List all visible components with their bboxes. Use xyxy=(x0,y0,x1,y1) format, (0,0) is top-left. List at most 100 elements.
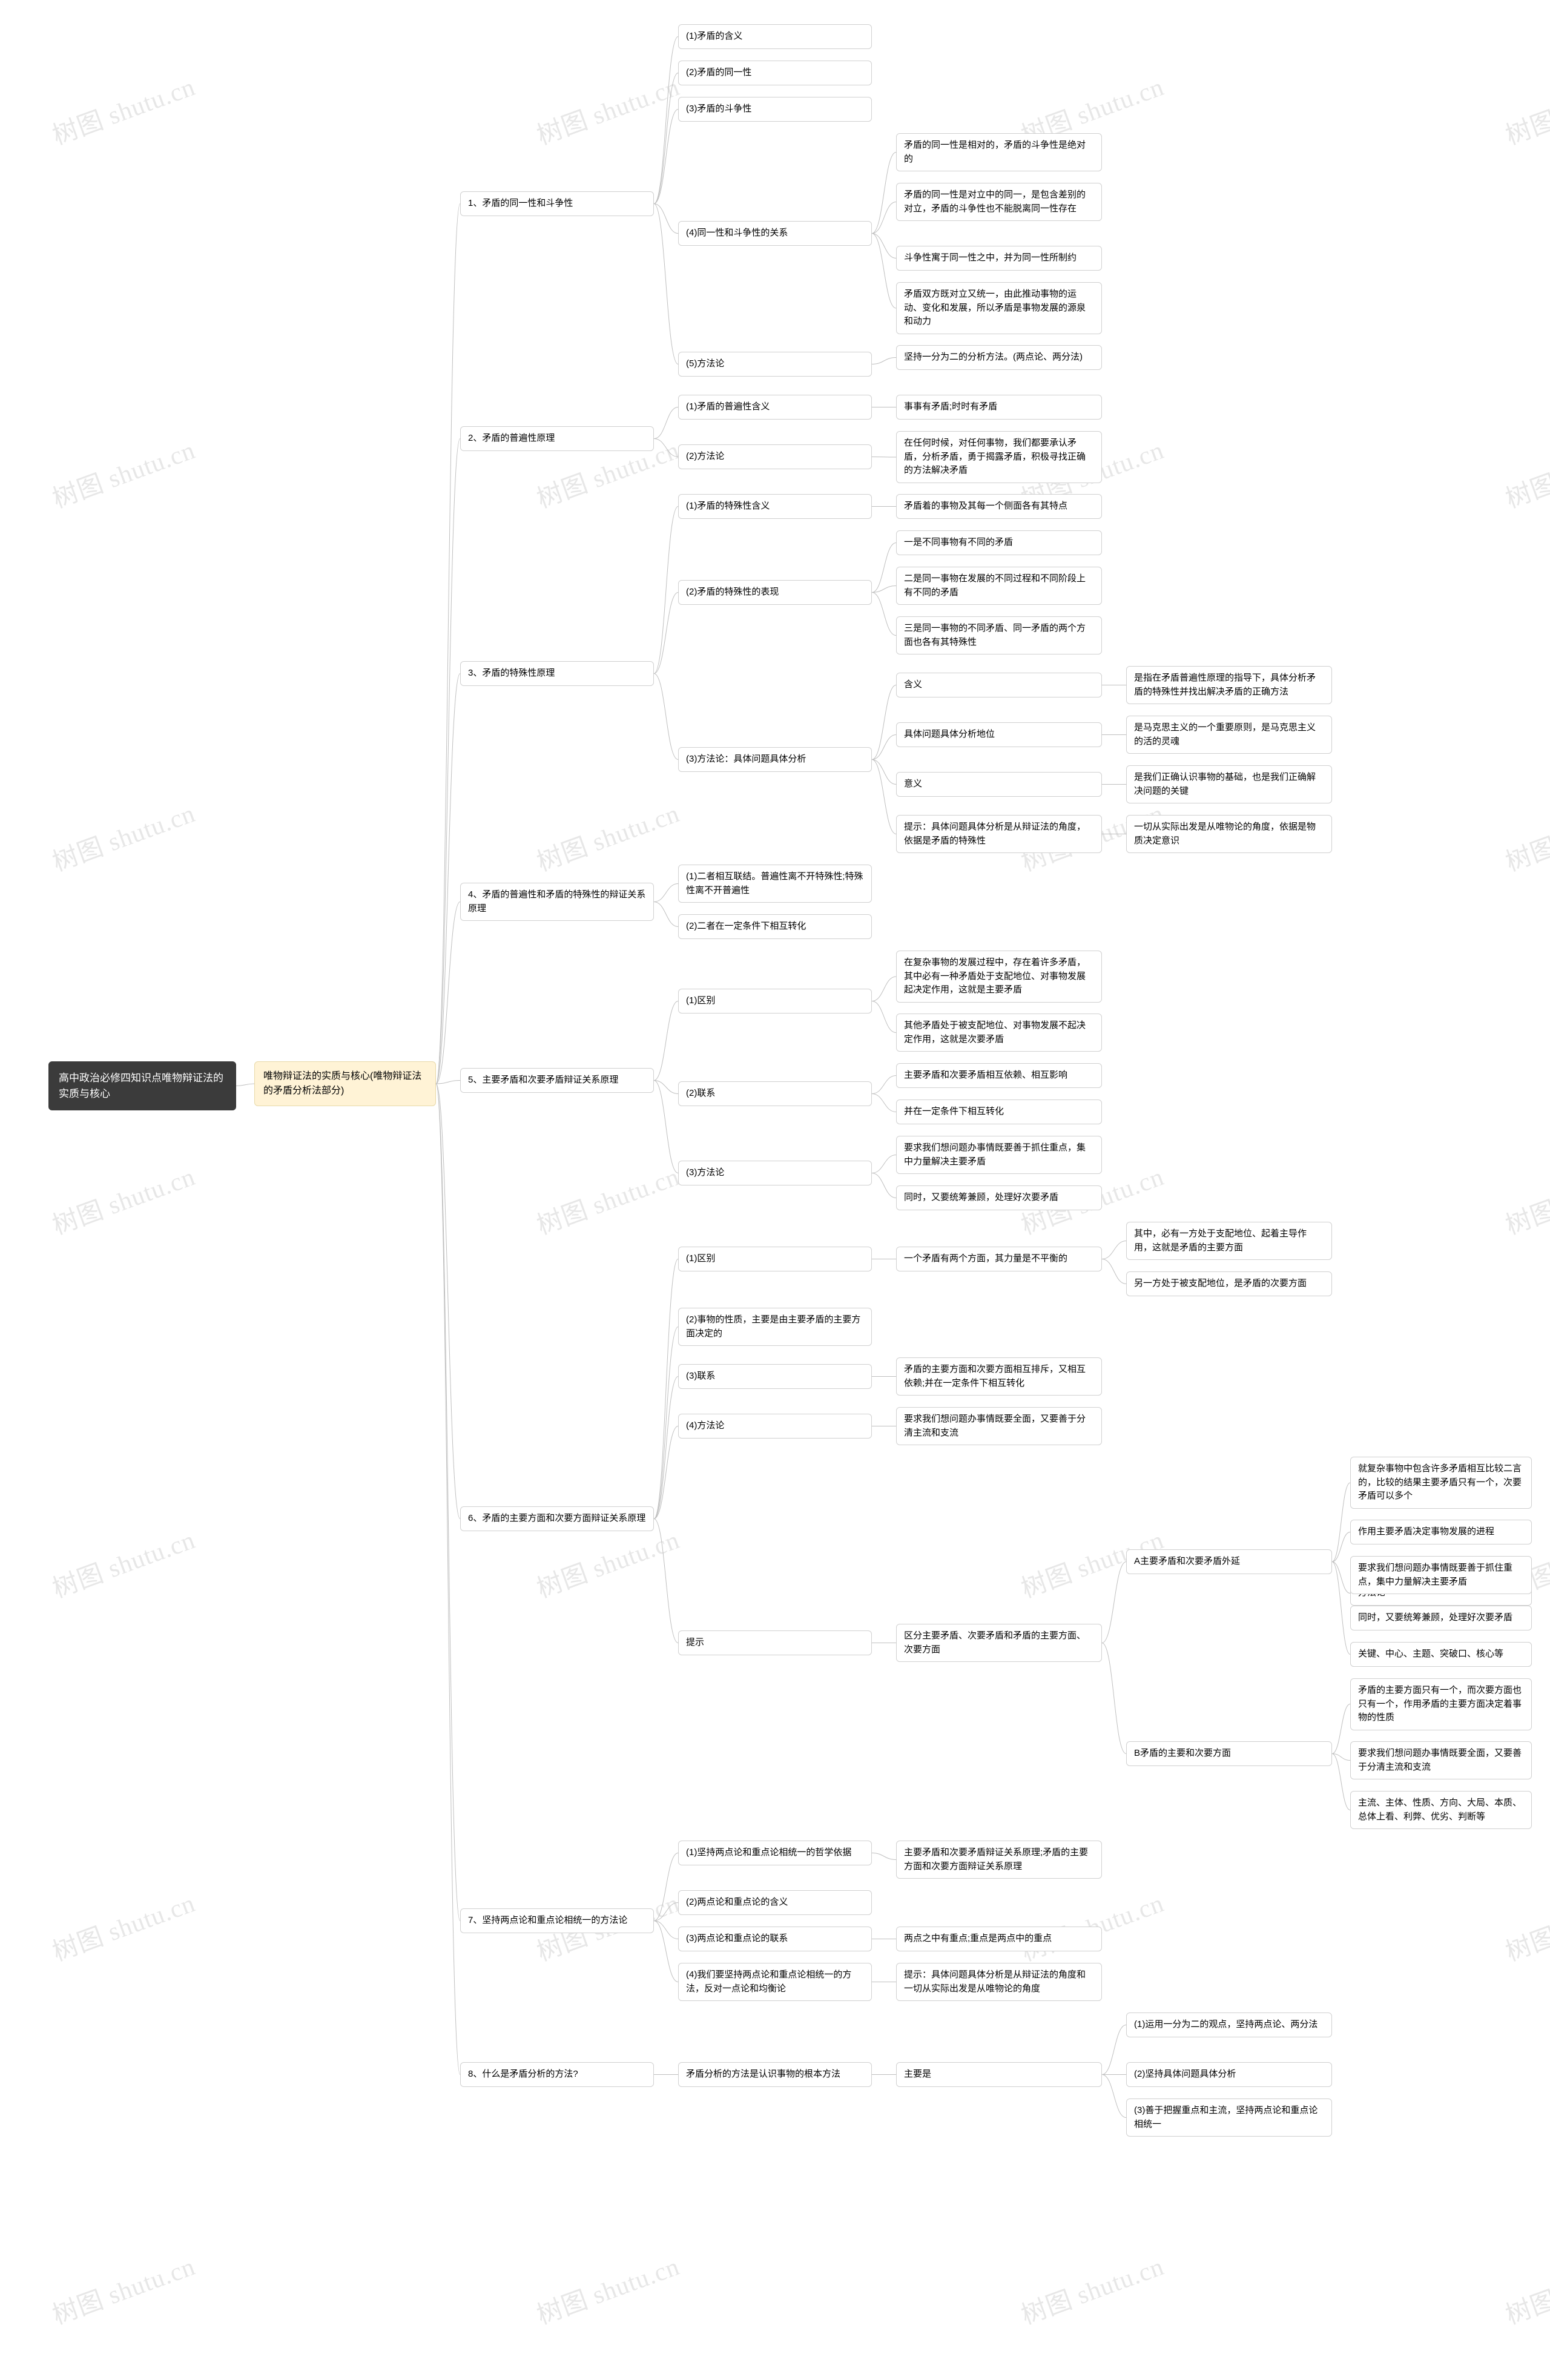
leaf-node: (4)同一性和斗争性的关系 xyxy=(678,221,872,246)
leaf-node: 矛盾着的事物及其每一个侧面各有其特点 xyxy=(896,494,1102,519)
leaf-node: 坚持一分为二的分析方法。(两点论、两分法) xyxy=(896,345,1102,370)
watermark: 树图 shutu.cn xyxy=(47,2246,200,2332)
leaf-node: 主要是 xyxy=(896,2062,1102,2087)
watermark: 树图 shutu.cn xyxy=(1500,2246,1550,2332)
watermark: 树图 shutu.cn xyxy=(1015,1883,1169,1969)
leaf-node: 关键、中心、主题、突破口、核心等 xyxy=(1350,1642,1532,1667)
leaf-node: (5)方法论 xyxy=(678,352,872,377)
sub-node: 唯物辩证法的实质与核心(唯物辩证法的矛盾分析法部分) xyxy=(254,1061,436,1106)
watermark: 树图 shutu.cn xyxy=(47,1156,200,1242)
leaf-node: (2)二者在一定条件下相互转化 xyxy=(678,914,872,939)
leaf-node: 事事有矛盾;时时有矛盾 xyxy=(896,395,1102,420)
leaf-node: (1)矛盾的含义 xyxy=(678,24,872,49)
leaf-node: 要求我们想问题办事情既要善于抓住重点，集中力量解决主要矛盾 xyxy=(896,1136,1102,1174)
leaf-node: 主流、主体、性质、方向、大局、本质、总体上看、利弊、优劣、判断等 xyxy=(1350,1791,1532,1829)
leaf-node: (3)善于把握重点和主流，坚持两点论和重点论相统一 xyxy=(1126,2098,1332,2137)
watermark: 树图 shutu.cn xyxy=(1500,1883,1550,1969)
leaf-node: 2、矛盾的普遍性原理 xyxy=(460,426,654,451)
leaf-node: (1)二者相互联结。普遍性离不开特殊性;特殊性离不开普遍性 xyxy=(678,865,872,903)
leaf-node: (4)方法论 xyxy=(678,1414,872,1439)
leaf-node: (1)区别 xyxy=(678,1247,872,1271)
leaf-node: 就复杂事物中包含许多矛盾相互比较二言的，比较的结果主要矛盾只有一个，次要矛盾可以… xyxy=(1350,1457,1532,1509)
leaf-node: (2)矛盾的同一性 xyxy=(678,61,872,85)
leaf-node: 一个矛盾有两个方面，其力量是不平衡的 xyxy=(896,1247,1102,1271)
leaf-node: 两点之中有重点;重点是两点中的重点 xyxy=(896,1927,1102,1951)
leaf-node: 矛盾的同一性是对立中的同一，是包含差别的对立，矛盾的斗争性也不能脱离同一性存在 xyxy=(896,183,1102,221)
leaf-node: (2)坚持具体问题具体分析 xyxy=(1126,2062,1332,2087)
leaf-node: 提示：具体问题具体分析是从辩证法的角度和一切从实际出发是从唯物论的角度 xyxy=(896,1963,1102,2001)
leaf-node: (2)方法论 xyxy=(678,444,872,469)
leaf-node: (2)联系 xyxy=(678,1081,872,1106)
root-node: 高中政治必修四知识点唯物辩证法的实质与核心 xyxy=(48,1061,236,1110)
leaf-node: 是指在矛盾普遍性原理的指导下，具体分析矛盾的特殊性并找出解决矛盾的正确方法 xyxy=(1126,666,1332,704)
leaf-node: 在任何时候，对任何事物，我们都要承认矛盾，分析矛盾，勇于揭露矛盾，积极寻找正确的… xyxy=(896,431,1102,483)
leaf-node: (1)矛盾的特殊性含义 xyxy=(678,494,872,519)
watermark: 树图 shutu.cn xyxy=(531,67,684,153)
leaf-node: 其他矛盾处于被支配地位、对事物发展不起决定作用，这就是次要矛盾 xyxy=(896,1014,1102,1052)
leaf-node: (2)矛盾的特殊性的表现 xyxy=(678,580,872,605)
leaf-node: 一是不同事物有不同的矛盾 xyxy=(896,530,1102,555)
leaf-node: 矛盾双方既对立又统一，由此推动事物的运动、变化和发展，所以矛盾是事物发展的源泉和… xyxy=(896,282,1102,334)
leaf-node: (3)矛盾的斗争性 xyxy=(678,97,872,122)
watermark: 树图 shutu.cn xyxy=(47,1520,200,1606)
leaf-node: 6、矛盾的主要方面和次要方面辩证关系原理 xyxy=(460,1506,654,1531)
watermark: 树图 shutu.cn xyxy=(1500,430,1550,516)
leaf-node: (1)运用一分为二的观点，坚持两点论、两分法 xyxy=(1126,2012,1332,2037)
leaf-node: 矛盾的同一性是相对的，矛盾的斗争性是绝对的 xyxy=(896,133,1102,171)
leaf-node: 其中，必有一方处于支配地位、起着主导作用，这就是矛盾的主要方面 xyxy=(1126,1222,1332,1260)
leaf-node: (1)区别 xyxy=(678,989,872,1014)
leaf-node: 区分主要矛盾、次要矛盾和矛盾的主要方面、次要方面 xyxy=(896,1624,1102,1662)
leaf-node: A主要矛盾和次要矛盾外延 xyxy=(1126,1549,1332,1574)
watermark: 树图 shutu.cn xyxy=(47,793,200,879)
leaf-node: 二是同一事物在发展的不同过程和不同阶段上有不同的矛盾 xyxy=(896,567,1102,605)
watermark: 树图 shutu.cn xyxy=(1500,67,1550,153)
leaf-node: (2)事物的性质，主要是由主要矛盾的主要方面决定的 xyxy=(678,1308,872,1346)
leaf-node: 矛盾的主要方面和次要方面相互排斥，又相互依赖;并在一定条件下相互转化 xyxy=(896,1357,1102,1396)
leaf-node: 提示：具体问题具体分析是从辩证法的角度，依据是矛盾的特殊性 xyxy=(896,815,1102,853)
leaf-node: 要求我们想问题办事情既要全面，又要善于分清主流和支流 xyxy=(1350,1741,1532,1779)
watermark: 树图 shutu.cn xyxy=(531,793,684,879)
leaf-node: 并在一定条件下相互转化 xyxy=(896,1099,1102,1124)
leaf-node: 作用主要矛盾决定事物发展的进程 xyxy=(1350,1520,1532,1544)
leaf-node: 8、什么是矛盾分析的方法? xyxy=(460,2062,654,2087)
leaf-node: (3)两点论和重点论的联系 xyxy=(678,1927,872,1951)
leaf-node: 是马克思主义的一个重要原则，是马克思主义的活的灵魂 xyxy=(1126,716,1332,754)
leaf-node: 矛盾分析的方法是认识事物的根本方法 xyxy=(678,2062,872,2087)
leaf-node: 1、矛盾的同一性和斗争性 xyxy=(460,191,654,216)
leaf-node: 3、矛盾的特殊性原理 xyxy=(460,661,654,686)
leaf-node: (3)联系 xyxy=(678,1364,872,1389)
leaf-node: 提示 xyxy=(678,1630,872,1655)
leaf-node: 三是同一事物的不同矛盾、同一矛盾的两个方面也各有其特殊性 xyxy=(896,616,1102,654)
leaf-node: B矛盾的主要和次要方面 xyxy=(1126,1741,1332,1766)
leaf-node: (4)我们要坚持两点论和重点论相统一的方法，反对一点论和均衡论 xyxy=(678,1963,872,2001)
leaf-node: 矛盾的主要方面只有一个，而次要方面也只有一个，作用矛盾的主要方面决定着事物的性质 xyxy=(1350,1678,1532,1730)
leaf-node: 同时，又要统筹兼顾，处理好次要矛盾 xyxy=(896,1185,1102,1210)
watermark: 树图 shutu.cn xyxy=(47,430,200,516)
leaf-node: 斗争性寓于同一性之中，并为同一性所制约 xyxy=(896,246,1102,271)
leaf-node: 另一方处于被支配地位，是矛盾的次要方面 xyxy=(1126,1271,1332,1296)
watermark: 树图 shutu.cn xyxy=(531,1156,684,1242)
leaf-node: 要求我们想问题办事情既要善于抓住重点，集中力量解决主要矛盾 xyxy=(1350,1556,1532,1594)
leaf-node: 4、矛盾的普遍性和矛盾的特殊性的辩证关系原理 xyxy=(460,883,654,921)
leaf-node: 要求我们想问题办事情既要全面，又要善于分清主流和支流 xyxy=(896,1407,1102,1445)
leaf-node: 含义 xyxy=(896,673,1102,697)
leaf-node: 在复杂事物的发展过程中，存在着许多矛盾，其中必有一种矛盾处于支配地位、对事物发展… xyxy=(896,951,1102,1003)
watermark: 树图 shutu.cn xyxy=(1015,2246,1169,2332)
leaf-node: 是我们正确认识事物的基础，也是我们正确解决问题的关键 xyxy=(1126,765,1332,803)
leaf-node: (3)方法论：具体问题具体分析 xyxy=(678,747,872,772)
leaf-node: (1)矛盾的普遍性含义 xyxy=(678,395,872,420)
watermark: 树图 shutu.cn xyxy=(531,1520,684,1606)
leaf-node: (1)坚持两点论和重点论相统一的哲学依据 xyxy=(678,1841,872,1865)
leaf-node: 一切从实际出发是从唯物论的角度，依据是物质决定意识 xyxy=(1126,815,1332,853)
leaf-node: 具体问题具体分析地位 xyxy=(896,722,1102,747)
watermark: 树图 shutu.cn xyxy=(531,2246,684,2332)
watermark: 树图 shutu.cn xyxy=(1500,1156,1550,1242)
watermark: 树图 shutu.cn xyxy=(47,1883,200,1969)
watermark: 树图 shutu.cn xyxy=(1500,793,1550,879)
leaf-node: 主要矛盾和次要矛盾相互依赖、相互影响 xyxy=(896,1063,1102,1088)
leaf-node: (3)方法论 xyxy=(678,1161,872,1185)
leaf-node: (2)两点论和重点论的含义 xyxy=(678,1890,872,1915)
watermark: 树图 shutu.cn xyxy=(47,67,200,153)
leaf-node: 意义 xyxy=(896,772,1102,797)
leaf-node: 同时，又要统筹兼顾，处理好次要矛盾 xyxy=(1350,1606,1532,1630)
